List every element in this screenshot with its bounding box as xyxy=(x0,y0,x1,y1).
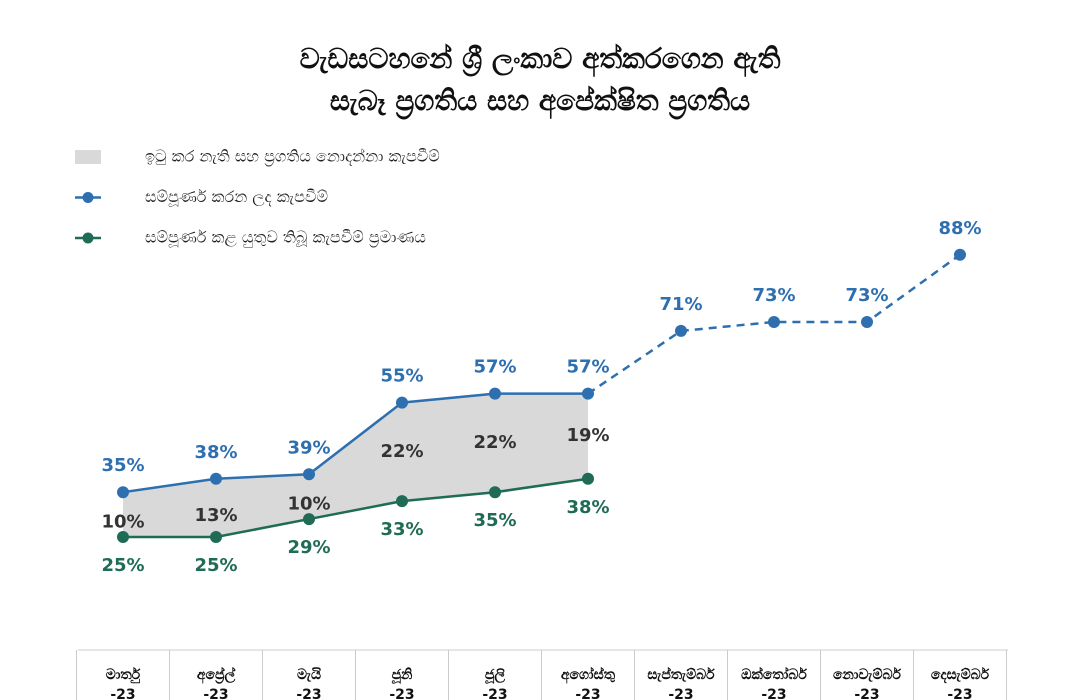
data-label: 29% xyxy=(287,537,330,558)
marker xyxy=(861,315,873,328)
marker xyxy=(117,486,129,499)
chart-title: වැඩසටහනේ ශ්‍රී ලංකාව අත්කරගෙන ඇති xyxy=(300,42,781,77)
data-label: 57% xyxy=(566,357,609,378)
legend-label: සම්පූර්ණ කළ යුතුව තිබූ කැපවීම් ප්‍රමාණය xyxy=(145,228,426,248)
data-label: 22% xyxy=(473,432,516,453)
data-label: 35% xyxy=(473,510,516,531)
data-label: 39% xyxy=(287,437,330,458)
legend-label: ඉටු කර නැති සහ ප්‍රගතිය නොදන්නා කැපවීම් xyxy=(145,147,440,167)
marker xyxy=(210,472,222,485)
line-dashed xyxy=(587,253,961,395)
marker xyxy=(768,315,780,328)
x-tick-label: මැයි -23 xyxy=(296,667,321,700)
data-label: 71% xyxy=(659,294,702,315)
legend-label: සම්පූර්ණ කරන ලද කැපවීම් xyxy=(145,187,328,207)
x-tick-label: සැප්තැම්බර් -23 xyxy=(647,666,715,700)
data-label: 55% xyxy=(380,366,423,387)
marker xyxy=(117,531,129,543)
marker xyxy=(954,248,966,261)
chart-title: සැබෑ ප්‍රගතිය සහ අපේක්ෂිත ප්‍රගතිය xyxy=(330,84,750,120)
x-tick-label: ජූනි -23 xyxy=(389,667,414,700)
area xyxy=(123,393,588,537)
data-label: 38% xyxy=(566,497,609,518)
data-label: 73% xyxy=(845,285,888,306)
x-tick-label: මාර්තු -23 xyxy=(106,666,141,700)
marker xyxy=(303,513,315,526)
x-tick-label: නොවැම්බර් -23 xyxy=(833,666,902,700)
x-tick-label: අගෝස්තු -23 xyxy=(561,666,616,700)
data-label: 38% xyxy=(194,442,237,463)
legend-marker xyxy=(82,232,94,244)
legend-swatch xyxy=(75,150,101,164)
legend-marker xyxy=(82,192,94,203)
marker xyxy=(489,387,501,400)
data-label: 25% xyxy=(194,555,237,576)
data-label: 25% xyxy=(101,555,144,576)
marker xyxy=(675,324,687,337)
marker xyxy=(303,468,315,481)
x-tick-label: ඔක්තෝබර් -23 xyxy=(741,666,807,700)
marker xyxy=(210,531,222,543)
line xyxy=(122,392,588,494)
data-label: 13% xyxy=(194,505,237,526)
data-label: 10% xyxy=(101,512,144,533)
x-tick-label: ජූලි -23 xyxy=(482,667,507,700)
data-label: 57% xyxy=(473,357,516,378)
marker xyxy=(582,387,594,400)
marker xyxy=(582,472,594,485)
marker xyxy=(396,495,408,508)
data-label: 88% xyxy=(938,218,981,239)
data-label: 22% xyxy=(380,441,423,462)
marker xyxy=(489,486,501,499)
data-label: 10% xyxy=(287,494,330,515)
x-tick-label: අප්‍රේල් -23 xyxy=(197,666,236,700)
data-label: 73% xyxy=(752,285,795,306)
marker xyxy=(396,396,408,409)
data-label: 35% xyxy=(101,455,144,476)
x-tick-label: දෙසැම්බර් -23 xyxy=(931,666,990,700)
data-label: 33% xyxy=(380,519,423,540)
data-label: 19% xyxy=(566,425,609,446)
line xyxy=(123,477,589,539)
